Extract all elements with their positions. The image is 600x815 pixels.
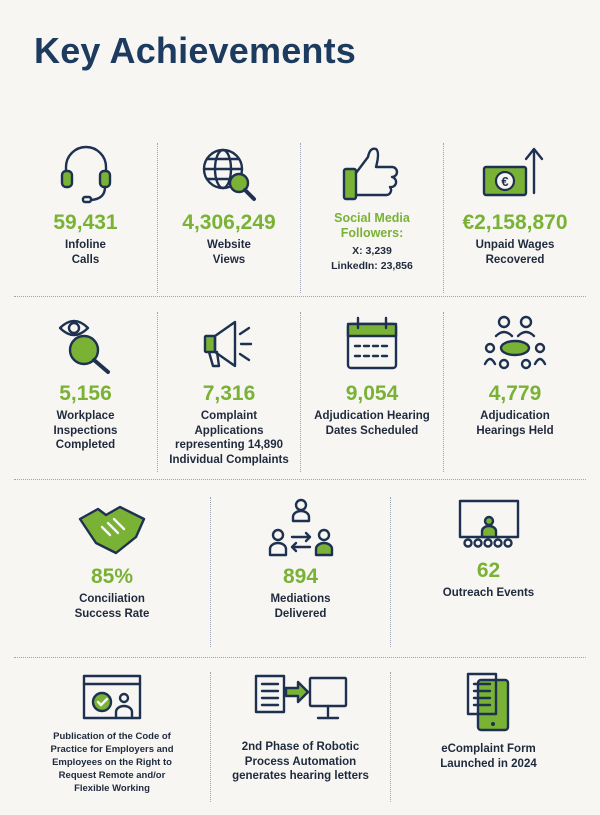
eye-magnifier-icon <box>58 319 110 374</box>
social-counts: X: 3,239 LinkedIn: 23,856 <box>331 245 413 272</box>
achievements-row-3: 85% Conciliation Success Rate 894 Mediati… <box>14 497 586 647</box>
meeting-table-icon <box>483 315 547 370</box>
stat-value: 62 <box>476 559 501 582</box>
stat-value: 4,779 <box>488 382 542 405</box>
stat-unpaid-wages: € €2,158,870 Unpaid Wages Recovered <box>443 143 586 293</box>
stat-social-media: Social Media Followers: X: 3,239 LinkedIn:… <box>300 143 443 293</box>
stat-hearings-held: 4,779 Adjudication Hearings Held <box>443 312 586 472</box>
thumbs-up-icon <box>342 147 399 201</box>
euro-banknote-arrow-icon: € <box>482 147 544 197</box>
stat-label: Unpaid Wages Recovered <box>475 239 555 266</box>
stat-label: Website Views <box>207 239 251 266</box>
tablet-form-icon <box>466 672 509 732</box>
stat-conciliation: 85% Conciliation Success Rate <box>14 497 210 647</box>
stat-label: Infoline Calls <box>65 239 106 266</box>
social-heading: Social Media Followers: <box>334 211 410 240</box>
svg-text:€: € <box>501 174 508 189</box>
achievements-row-4: Publication of the Code of Practice for E… <box>14 672 586 802</box>
achievements-row-1: 59,431 Infoline Calls 4,306,249 Website Vi… <box>14 143 586 293</box>
milestone-text: Publication of the Code of Practice for E… <box>50 731 174 794</box>
document-to-monitor-icon <box>254 674 347 720</box>
milestone-text: eComplaint Form Launched in 2024 <box>440 743 537 770</box>
stat-value: €2,158,870 <box>462 211 568 234</box>
mediation-people-icon <box>268 498 333 557</box>
stat-mediations: 894 Mediations Delivered <box>210 497 390 647</box>
divider <box>14 296 586 297</box>
headset-icon <box>60 145 111 204</box>
globe-search-icon <box>202 148 256 201</box>
stat-value: 9,054 <box>345 382 399 405</box>
handshake-icon <box>78 505 146 555</box>
stat-label: Complaint Applications representing 14,890… <box>169 410 289 466</box>
stat-label: Mediations Delivered <box>270 593 331 620</box>
milestone-ecomplaint: eComplaint Form Launched in 2024 <box>390 672 586 802</box>
stat-label: Conciliation Success Rate <box>74 593 150 620</box>
stat-complaint-applications: 7,316 Complaint Applications representing … <box>157 312 300 472</box>
remote-work-screen-icon <box>82 674 142 720</box>
page-title: Key Achievements <box>34 30 357 71</box>
stat-label: Outreach Events <box>442 587 535 599</box>
stat-outreach: 62 Outreach Events <box>390 497 586 647</box>
achievements-row-2: 5,156 Workplace Inspections Completed 7,31… <box>14 312 586 472</box>
stat-infoline-calls: 59,431 Infoline Calls <box>14 143 157 293</box>
divider <box>14 479 586 480</box>
milestone-rpa: 2nd Phase of Robotic Process Automation ge… <box>210 672 390 802</box>
stat-website-views: 4,306,249 Website Views <box>157 143 300 293</box>
stat-label: Adjudication Hearing Dates Scheduled <box>314 410 430 437</box>
stat-workplace-inspections: 5,156 Workplace Inspections Completed <box>14 312 157 472</box>
stat-value: 894 <box>282 565 319 588</box>
stat-value: 85% <box>90 565 134 588</box>
milestone-text: 2nd Phase of Robotic Process Automation ge… <box>232 741 369 782</box>
presentation-audience-icon <box>458 499 519 548</box>
stat-value: 4,306,249 <box>182 211 276 234</box>
stat-hearing-dates: 9,054 Adjudication Hearing Dates Schedule… <box>300 312 443 472</box>
megaphone-icon <box>203 320 253 368</box>
stat-value: 5,156 <box>59 382 112 405</box>
stat-value: 59,431 <box>53 211 118 234</box>
divider <box>14 657 586 658</box>
milestone-code-of-practice: Publication of the Code of Practice for E… <box>14 672 210 802</box>
calendar-icon <box>346 316 398 370</box>
stat-value: 7,316 <box>202 382 256 405</box>
stat-label: Workplace Inspections Completed <box>53 410 118 451</box>
stat-label: Adjudication Hearings Held <box>476 410 554 437</box>
